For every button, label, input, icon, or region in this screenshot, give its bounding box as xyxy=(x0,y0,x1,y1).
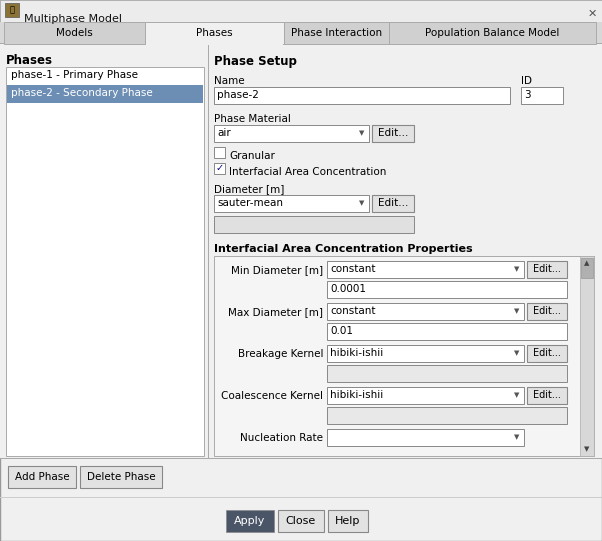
Text: Help: Help xyxy=(335,516,361,525)
Bar xyxy=(214,87,510,104)
Bar xyxy=(328,510,368,532)
Text: 🔷: 🔷 xyxy=(10,5,14,15)
Bar xyxy=(327,303,524,320)
Bar xyxy=(6,67,204,456)
Bar xyxy=(208,43,209,458)
Text: Apply: Apply xyxy=(234,516,265,525)
Text: Phases: Phases xyxy=(6,55,53,68)
Text: Phases: Phases xyxy=(196,28,233,37)
Bar xyxy=(527,303,567,320)
Bar xyxy=(527,261,567,278)
Text: 0.0001: 0.0001 xyxy=(330,284,366,294)
Text: ▼: ▼ xyxy=(359,130,365,136)
Text: phase-2 - Secondary Phase: phase-2 - Secondary Phase xyxy=(11,89,153,98)
Bar xyxy=(0,22,602,44)
Text: Phase Setup: Phase Setup xyxy=(214,55,297,68)
Text: Models: Models xyxy=(56,28,93,37)
Text: Population Balance Model: Population Balance Model xyxy=(425,28,560,37)
Text: Edit...: Edit... xyxy=(533,306,561,316)
Text: 3: 3 xyxy=(524,90,530,100)
Bar xyxy=(372,125,414,142)
Text: Edit...: Edit... xyxy=(378,198,408,208)
Text: ▼: ▼ xyxy=(514,351,520,357)
Bar xyxy=(214,195,369,212)
Text: Close: Close xyxy=(286,516,316,525)
Text: Name: Name xyxy=(214,76,244,86)
Text: hibiki-ishii: hibiki-ishii xyxy=(330,390,383,400)
Text: ID: ID xyxy=(521,76,532,86)
Text: phase-2: phase-2 xyxy=(217,90,259,100)
Text: Edit...: Edit... xyxy=(533,348,561,358)
Bar xyxy=(80,466,162,488)
Text: Edit...: Edit... xyxy=(378,128,408,138)
Text: Breakage Kernel: Breakage Kernel xyxy=(238,349,323,359)
Bar xyxy=(527,387,567,404)
Bar xyxy=(214,163,225,174)
Text: Min Diameter [m]: Min Diameter [m] xyxy=(231,265,323,275)
Bar xyxy=(214,256,594,456)
Bar xyxy=(327,365,567,382)
Text: Nucleation Rate: Nucleation Rate xyxy=(240,433,323,443)
Text: constant: constant xyxy=(330,264,376,274)
Text: Phase Material: Phase Material xyxy=(214,114,291,124)
Bar xyxy=(8,466,76,488)
Text: Add Phase: Add Phase xyxy=(14,472,69,481)
Text: ▼: ▼ xyxy=(514,308,520,314)
Bar xyxy=(527,345,567,362)
Bar xyxy=(4,22,145,44)
Bar xyxy=(327,407,567,424)
Text: ▼: ▼ xyxy=(514,267,520,273)
Bar xyxy=(0,43,602,44)
Text: Max Diameter [m]: Max Diameter [m] xyxy=(228,307,323,317)
Text: ▼: ▼ xyxy=(514,393,520,399)
Bar xyxy=(0,43,602,458)
Text: phase-1 - Primary Phase: phase-1 - Primary Phase xyxy=(11,70,138,81)
Text: air: air xyxy=(217,128,231,138)
Text: ▼: ▼ xyxy=(359,201,365,207)
Text: constant: constant xyxy=(330,306,376,316)
Bar xyxy=(327,323,567,340)
Bar xyxy=(145,22,284,44)
Text: ✓: ✓ xyxy=(216,163,223,174)
Bar xyxy=(278,510,324,532)
Bar xyxy=(284,22,389,44)
Bar xyxy=(146,43,283,45)
Bar xyxy=(214,147,225,158)
Bar xyxy=(0,497,602,498)
Bar xyxy=(327,261,524,278)
Bar xyxy=(226,510,274,532)
Bar xyxy=(581,258,593,278)
Bar xyxy=(389,22,596,44)
Bar xyxy=(214,125,369,142)
Text: Edit...: Edit... xyxy=(533,390,561,400)
Bar xyxy=(214,216,414,233)
Text: sauter-mean: sauter-mean xyxy=(217,198,283,208)
Text: Delete Phase: Delete Phase xyxy=(87,472,155,481)
Bar xyxy=(327,281,567,298)
Text: Interfacial Area Concentration: Interfacial Area Concentration xyxy=(229,167,386,177)
Bar xyxy=(327,429,524,446)
Text: Granular: Granular xyxy=(229,151,275,161)
Bar xyxy=(327,387,524,404)
Text: Phase Interaction: Phase Interaction xyxy=(291,28,382,37)
Bar xyxy=(5,3,19,17)
Text: ▼: ▼ xyxy=(514,434,520,440)
Text: ▲: ▲ xyxy=(585,260,590,266)
Bar xyxy=(327,345,524,362)
Bar xyxy=(7,85,203,103)
Text: Diameter [m]: Diameter [m] xyxy=(214,184,284,194)
Bar xyxy=(372,195,414,212)
Text: Interfacial Area Concentration Properties: Interfacial Area Concentration Propertie… xyxy=(214,244,473,254)
Bar xyxy=(580,256,594,456)
Text: Edit...: Edit... xyxy=(533,264,561,274)
Bar xyxy=(0,458,602,459)
Text: Multiphase Model: Multiphase Model xyxy=(24,14,122,24)
Text: 0.01: 0.01 xyxy=(330,326,353,336)
Text: hibiki-ishii: hibiki-ishii xyxy=(330,348,383,358)
Text: ▼: ▼ xyxy=(585,446,590,452)
Text: Coalescence Kernel: Coalescence Kernel xyxy=(221,391,323,401)
Text: ✕: ✕ xyxy=(588,9,597,19)
Bar xyxy=(0,0,602,22)
Bar xyxy=(521,87,563,104)
